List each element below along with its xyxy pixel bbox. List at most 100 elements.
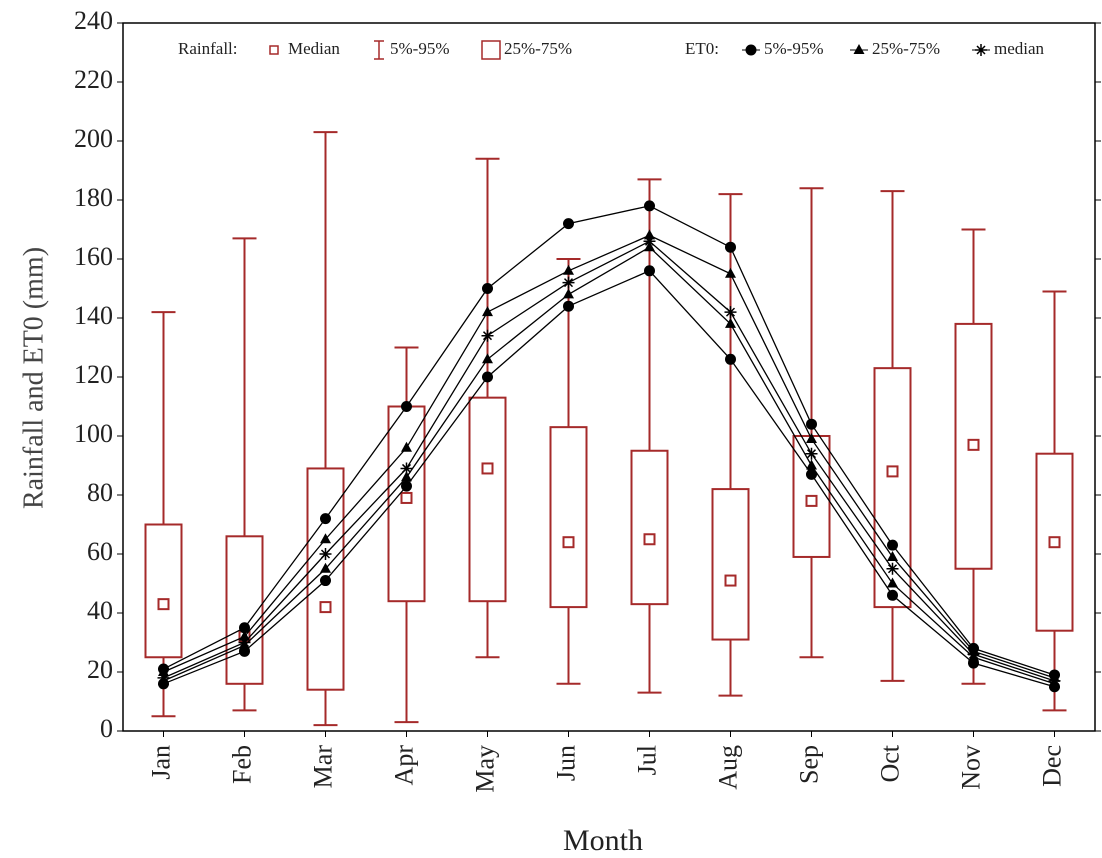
x-tick-label: Jun [551,745,580,781]
legend-label: ET0: [685,39,719,58]
et0-marker [887,589,898,601]
et0-marker [563,264,574,275]
et0-marker [887,577,898,588]
et0-marker [725,317,736,328]
y-tick-label: 60 [87,537,113,566]
et0-marker [320,533,331,544]
median-marker [886,465,899,478]
y-tick-label: 20 [87,655,113,684]
median-marker [967,438,980,451]
et0-marker [239,630,250,641]
y-tick-label: 40 [87,596,113,625]
legend-symbol [975,44,987,56]
y-tick-label: 200 [74,124,113,153]
et0-marker [725,241,736,253]
et0-marker [563,218,574,230]
median-marker [319,601,332,614]
et0-marker [1048,674,1061,687]
median-marker [481,462,494,475]
legend-symbol [481,40,501,60]
et0-line [163,246,1055,685]
et0-marker [482,283,493,294]
et0-marker [967,648,980,661]
et0-marker [644,229,655,240]
et0-marker [320,575,331,587]
median-marker [643,533,656,546]
et0-marker [401,441,412,452]
et0-line [163,205,1055,676]
et0-marker [563,288,574,299]
et0-marker [887,539,898,551]
y-tick-label: 100 [74,419,113,448]
legend-entry: 25%-75% [872,39,940,58]
box [144,523,183,659]
et0-marker [643,235,656,248]
x-tick-label: Aug [713,745,742,790]
x-tick-label: Mar [308,745,337,789]
et0-marker [806,432,817,443]
et0-marker [238,636,251,649]
median-marker [724,574,737,587]
y-tick-label: 240 [74,6,113,35]
y-tick-label: 140 [74,301,113,330]
et0-marker [157,671,170,684]
et0-marker [320,513,331,525]
et0-marker [320,562,331,573]
box [630,449,669,606]
et0-marker [724,306,737,319]
y-axis-title: Rainfall and ET0 (mm) [18,247,49,509]
et0-marker [805,447,818,460]
legend-entry: 5%-95% [764,39,823,58]
x-tick-label: Nov [956,745,985,790]
legend-label: Rainfall: [178,39,237,58]
et0-marker [806,418,817,430]
box [549,426,588,609]
median-marker [157,598,170,611]
legend-entry: 25%-75% [504,39,572,58]
et0-marker [482,306,493,317]
et0-marker [401,480,412,492]
y-tick-label: 220 [74,65,113,94]
x-tick-label: Sep [794,745,823,784]
box [468,396,507,603]
et0-marker [401,401,412,412]
x-axis-title: Month [563,824,643,857]
x-tick-label: Feb [227,745,256,784]
legend-symbol [269,45,279,55]
et0-marker [725,353,736,365]
median-marker [562,536,575,549]
y-tick-label: 180 [74,183,113,212]
legend-symbol [374,40,384,60]
median-marker [400,491,413,504]
median-marker [1048,536,1061,549]
plot-frame [122,22,1096,732]
y-tick-label: 120 [74,360,113,389]
et0-marker [158,666,169,676]
et0-marker [887,550,898,561]
et0-marker [644,200,655,212]
et0-marker [725,267,736,278]
et0-marker [400,462,413,475]
x-tick-label: Jul [632,745,661,775]
et0-marker [806,459,817,470]
x-tick-label: May [470,745,499,793]
x-tick-label: Dec [1037,745,1066,787]
legend-symbol [853,44,865,54]
y-tick-label: 0 [100,714,113,743]
et0-marker [562,276,575,289]
et0-line [163,234,1055,679]
et0-line [163,240,1055,682]
median-marker [805,494,818,507]
x-tick-label: Apr [389,745,418,786]
x-tick-label: Jan [146,745,175,780]
box [711,488,750,641]
x-tick-label: Oct [875,744,904,782]
et0-marker [319,548,332,560]
et0-line [163,270,1055,688]
y-tick-label: 160 [74,242,113,271]
et0-marker [401,471,412,482]
box [225,535,264,685]
legend-entry: 5%-95% [390,39,449,58]
et0-marker [644,265,655,277]
